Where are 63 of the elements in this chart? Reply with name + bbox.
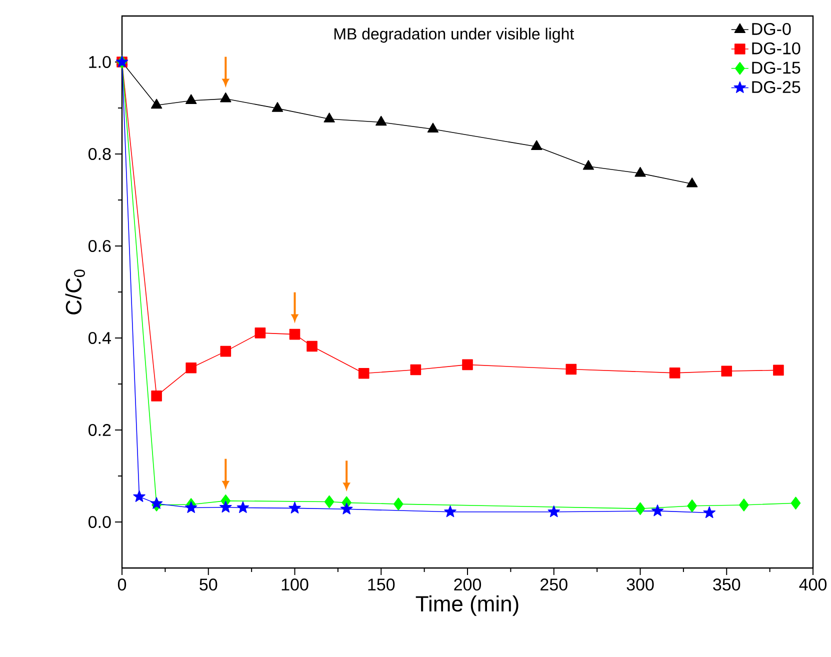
x-tick-label: 50 [200, 578, 218, 591]
legend-label: DG-0 [752, 22, 791, 35]
point [185, 501, 198, 513]
point [324, 112, 335, 122]
x-tick-label: 250 [540, 578, 568, 591]
point [306, 340, 318, 352]
point [531, 140, 542, 150]
point [739, 498, 749, 512]
point [703, 506, 716, 518]
point [151, 390, 162, 402]
point [150, 497, 163, 509]
point [272, 102, 284, 112]
point [566, 364, 577, 375]
point [236, 501, 250, 513]
point [394, 498, 404, 510]
point [254, 328, 266, 338]
legend-label: DG-15 [752, 62, 800, 74]
text: MB degradation under visible light [334, 28, 574, 43]
y-tick-label: 0.4 [88, 332, 111, 344]
point [186, 94, 197, 104]
y-axis-title: C/C$_{0}$ [65, 270, 85, 314]
x-tick-label: 350 [713, 578, 740, 591]
point [410, 364, 422, 376]
point [220, 346, 232, 357]
x-tick-label: 300 [626, 578, 654, 591]
point [582, 160, 594, 170]
point [669, 368, 680, 378]
legend-label: DG-10 [752, 42, 800, 54]
y-tick-label: 0.0 [88, 516, 111, 528]
x-axis-title: Time (min) [416, 595, 518, 616]
point [133, 490, 146, 502]
x-tick-label: 400 [799, 578, 827, 591]
y-tick-label: 0.2 [88, 424, 111, 436]
x-tick-label: 100 [282, 578, 308, 591]
point [721, 366, 732, 377]
point [289, 328, 300, 340]
point [340, 502, 353, 514]
point [686, 177, 698, 188]
point [427, 122, 439, 133]
point [150, 98, 162, 109]
point [220, 500, 232, 513]
point [773, 364, 784, 376]
point [186, 362, 197, 374]
point [634, 166, 646, 177]
legend-label: DG-25 [752, 81, 800, 94]
point [444, 505, 456, 518]
y-tick-label: 0.6 [88, 240, 111, 252]
point [651, 504, 664, 516]
x-tick-label: 200 [454, 578, 482, 591]
point [548, 505, 560, 518]
point [324, 495, 334, 508]
y-tick-label: 1.0 [89, 56, 111, 68]
point [687, 499, 697, 512]
point [358, 368, 370, 379]
point [376, 116, 387, 126]
point [462, 359, 473, 370]
x-tick-label: 0 [118, 578, 126, 591]
point [790, 496, 801, 510]
point [220, 92, 232, 102]
x-tick-label: 150 [368, 578, 395, 591]
y-tick-label: 0.8 [88, 148, 111, 160]
point [635, 502, 646, 516]
point [288, 502, 301, 514]
